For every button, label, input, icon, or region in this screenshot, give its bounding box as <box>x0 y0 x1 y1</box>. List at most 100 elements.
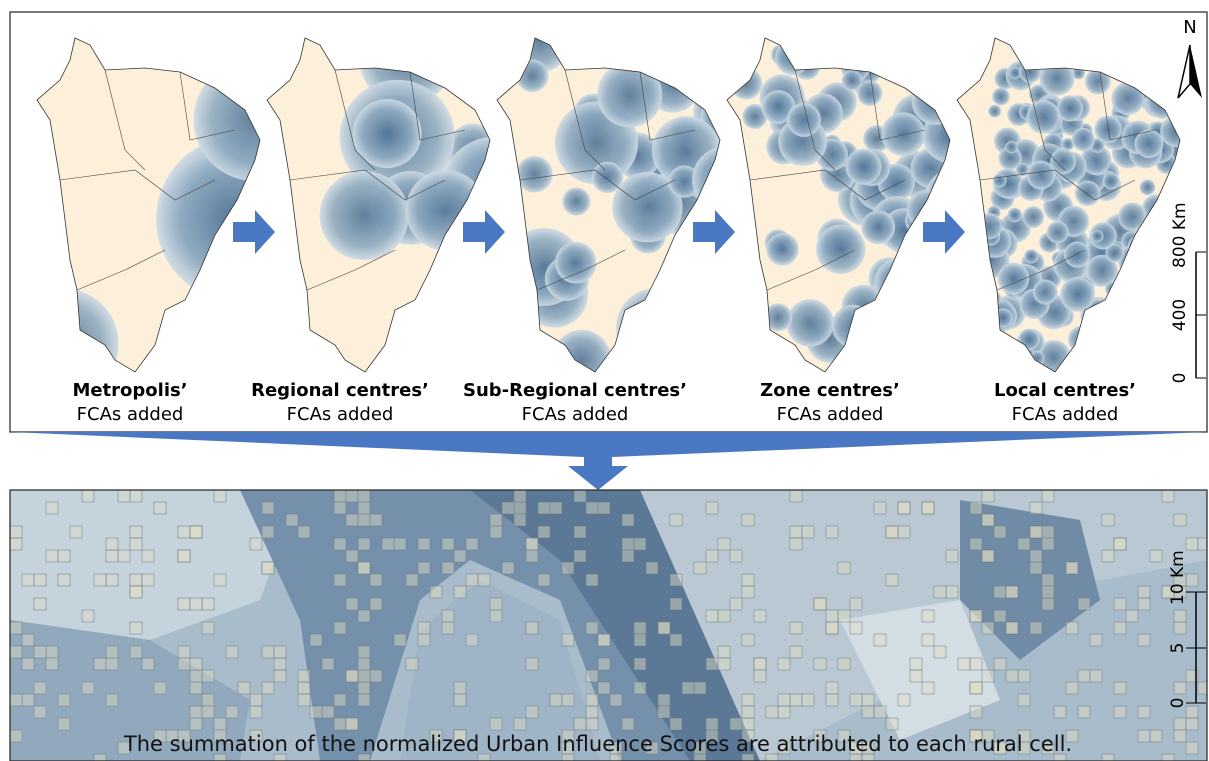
rural-cell <box>814 598 826 610</box>
rural-cell <box>898 694 910 706</box>
rural-cell <box>670 718 682 730</box>
rural-cell <box>298 526 310 538</box>
rural-cell <box>1042 490 1054 502</box>
rural-cell <box>382 538 394 550</box>
rural-cell <box>322 658 334 670</box>
rural-cell <box>1126 610 1138 622</box>
scale-label: 10 Km <box>1168 550 1188 605</box>
rural-cell <box>130 574 142 586</box>
rural-cell <box>982 550 994 562</box>
rural-cell <box>34 598 46 610</box>
rural-cell <box>1018 670 1030 682</box>
rural-cell <box>334 574 346 586</box>
rural-cell <box>442 538 454 550</box>
rural-cell <box>730 718 742 730</box>
rural-cell <box>1030 622 1042 634</box>
rural-cell <box>1066 562 1078 574</box>
rural-cell <box>178 646 190 658</box>
rural-cell <box>982 490 994 502</box>
rural-cell <box>994 586 1006 598</box>
rural-cell <box>346 670 358 682</box>
rural-cell <box>610 694 622 706</box>
rural-cell <box>742 634 754 646</box>
rural-cell <box>922 682 934 694</box>
panel-subtitle: FCAs added <box>77 404 184 425</box>
influence-circle <box>1033 280 1058 305</box>
rural-cell <box>1150 550 1162 562</box>
rural-cell <box>910 670 922 682</box>
rural-cell <box>562 562 574 574</box>
rural-cell <box>430 586 442 598</box>
rural-cell <box>670 574 682 586</box>
influence-circle <box>1047 221 1069 243</box>
rural-cell <box>238 682 250 694</box>
influence-circle <box>562 187 590 215</box>
rural-cell <box>22 574 34 586</box>
rural-cell <box>526 550 538 562</box>
rural-cell <box>622 718 634 730</box>
panel-subtitle: FCAs added <box>777 404 884 425</box>
rural-cell <box>142 574 154 586</box>
rural-cell <box>322 706 334 718</box>
rural-cell <box>34 574 46 586</box>
rural-cell <box>682 682 694 694</box>
rural-cell <box>646 562 658 574</box>
rural-cell <box>634 538 646 550</box>
influence-circle <box>1091 230 1103 242</box>
rural-cell <box>586 502 598 514</box>
rural-cell <box>790 646 802 658</box>
rural-cell <box>358 502 370 514</box>
rural-cell <box>418 622 430 634</box>
rural-cell <box>346 598 358 610</box>
rural-cell <box>826 694 838 706</box>
influence-circle <box>1060 277 1095 312</box>
rural-cell <box>106 658 118 670</box>
rural-cell <box>550 502 562 514</box>
rural-cell <box>250 694 262 706</box>
rural-cell <box>286 514 298 526</box>
rural-cell <box>670 514 682 526</box>
rural-cell <box>178 526 190 538</box>
rural-cell <box>1042 538 1054 550</box>
rural-cell <box>34 682 46 694</box>
rural-cell <box>850 622 862 634</box>
rural-cell <box>874 502 886 514</box>
rural-cell <box>538 574 550 586</box>
influence-circle <box>1064 242 1090 268</box>
scale-label: 400 <box>1170 299 1190 331</box>
rural-cell <box>418 634 430 646</box>
rural-cell <box>118 490 130 502</box>
rural-cell <box>262 562 274 574</box>
rural-cell <box>826 526 838 538</box>
rural-cell <box>202 622 214 634</box>
rural-cell <box>1114 706 1126 718</box>
rural-cell <box>1138 586 1150 598</box>
rural-cell <box>82 490 94 502</box>
rural-cell <box>1162 490 1174 502</box>
rural-cell <box>334 502 346 514</box>
rural-cell <box>46 502 58 514</box>
rural-cell <box>1174 610 1186 622</box>
rural-cell <box>262 646 274 658</box>
rural-cell <box>670 634 682 646</box>
rural-cell <box>742 706 754 718</box>
rural-cell <box>634 682 646 694</box>
rural-cell <box>154 502 166 514</box>
rural-cell <box>190 658 202 670</box>
rural-cell <box>934 646 946 658</box>
rural-cell <box>1030 502 1042 514</box>
rural-cell <box>82 610 94 622</box>
rural-cell <box>1078 670 1090 682</box>
rural-cell <box>826 622 838 634</box>
rural-cell <box>742 574 754 586</box>
rural-cell <box>898 502 910 514</box>
rural-cell <box>778 694 790 706</box>
rural-cell <box>586 574 598 586</box>
rural-cell <box>622 538 634 550</box>
rural-cell <box>454 586 466 598</box>
rural-cell <box>574 718 586 730</box>
influence-circle <box>1026 100 1060 134</box>
rural-cell <box>706 550 718 562</box>
rural-cell <box>634 634 646 646</box>
rural-cell <box>1042 598 1054 610</box>
